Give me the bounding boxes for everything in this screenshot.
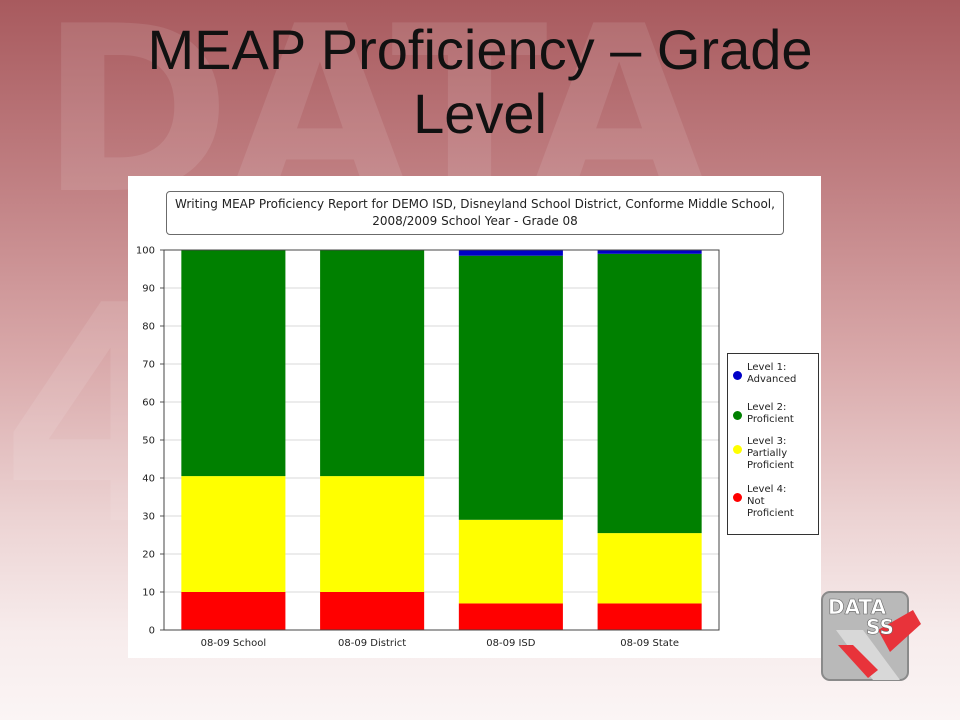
- bar-segment: [320, 250, 425, 477]
- bar-segment: [458, 250, 563, 256]
- bar-segment: [458, 519, 563, 604]
- bar-segment: [320, 476, 425, 592]
- legend-swatch: [733, 445, 742, 454]
- chart-title: Writing MEAP Proficiency Report for DEMO…: [166, 191, 784, 235]
- chart-panel: 0 10 20 30 40 50 60 70 80 90 100 08-09 School 08-09 …: [128, 176, 821, 658]
- bar-segment: [181, 592, 286, 630]
- y-tick-label: 30: [142, 512, 155, 523]
- y-tick-label: 70: [142, 360, 155, 371]
- legend-swatch: [733, 371, 742, 380]
- legend-label-line: Not: [747, 496, 765, 507]
- y-tick-label: 20: [142, 550, 155, 561]
- legend-label-line: Level 4:: [747, 484, 787, 495]
- x-tick-label: 08-09 State: [620, 638, 679, 649]
- x-tick-label: 08-09 ISD: [486, 638, 536, 649]
- legend-label: Level 3: Partially Proficient: [747, 436, 817, 472]
- bar-segment: [181, 476, 286, 592]
- legend-label: Level 4: Not Proficient: [747, 484, 817, 520]
- x-tick-label: 08-09 District: [338, 638, 406, 649]
- chart-legend: Level 1: Advanced Level 2: Proficient Level …: [727, 353, 819, 535]
- y-tick-label: 50: [142, 436, 155, 447]
- legend-label-line: Proficient: [747, 508, 794, 519]
- y-tick-label: 90: [142, 284, 155, 295]
- legend-label-line: Level 3:: [747, 436, 787, 447]
- legend-label-line: Proficient: [747, 414, 794, 425]
- legend-label-line: Advanced: [747, 374, 797, 385]
- legend-swatch: [733, 493, 742, 502]
- logo-text: DATA: [828, 595, 887, 619]
- y-tick-label: 40: [142, 474, 155, 485]
- axis-layer: 0 10 20 30 40 50 60 70 80 90 100 08-09 School 08-09 …: [136, 246, 720, 649]
- bar-segment: [320, 592, 425, 630]
- y-tick-label: 10: [142, 588, 155, 599]
- legend-label-line: Level 2:: [747, 402, 787, 413]
- x-tick-label: 08-09 School: [201, 638, 266, 649]
- bar-segment: [458, 255, 563, 520]
- y-tick-label: 80: [142, 322, 155, 333]
- legend-label-line: Level 1:: [747, 362, 787, 373]
- bar-segment: [458, 603, 563, 630]
- bar-segment: [181, 250, 286, 477]
- legend-label-line: Partially: [747, 448, 788, 459]
- slide-title: MEAP Proficiency – Grade Level: [147, 18, 813, 145]
- logo-subtext: SS: [866, 615, 894, 639]
- y-tick-label: 0: [149, 626, 155, 637]
- stacked-bar-chart: 0 10 20 30 40 50 60 70 80 90 100 08-09 School 08-09 …: [136, 246, 720, 649]
- bar-layer: [181, 250, 702, 630]
- legend-label: Level 1: Advanced: [747, 362, 817, 386]
- legend-label: Level 2: Proficient: [747, 402, 817, 426]
- bar-segment: [597, 603, 702, 630]
- legend-label-line: Proficient: [747, 460, 794, 471]
- plot-border: [163, 249, 720, 631]
- y-tick-label: 60: [142, 398, 155, 409]
- data4ss-logo: DATA SS: [821, 591, 921, 681]
- bar-segment: [597, 253, 702, 534]
- legend-swatch: [733, 411, 742, 420]
- bar-segment: [597, 533, 702, 604]
- y-tick-label: 100: [136, 246, 155, 257]
- bar-segment: [597, 250, 702, 254]
